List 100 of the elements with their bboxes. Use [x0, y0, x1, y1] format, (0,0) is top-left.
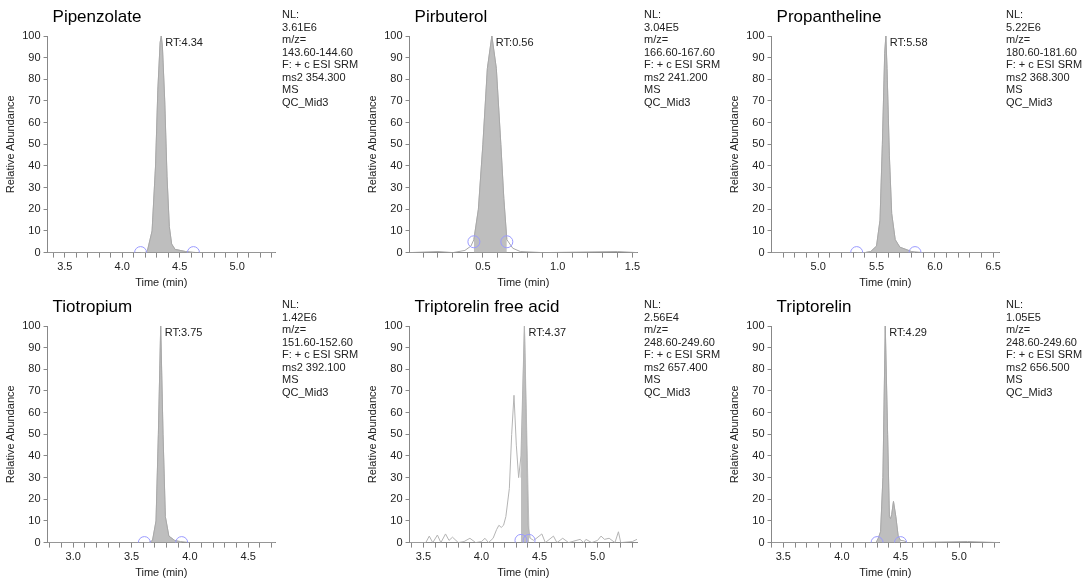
text: 248.60-249.60	[1006, 335, 1078, 348]
text: NL:	[282, 298, 301, 311]
y-tick-label: 0	[34, 535, 41, 548]
y-tick-label: 20	[752, 492, 765, 505]
y-tick-label: 50	[28, 427, 41, 440]
text: QC_Mid3	[282, 385, 330, 398]
text: m/z=	[644, 323, 670, 336]
y-tick-label: 70	[28, 384, 41, 397]
text: NL:	[1006, 298, 1025, 311]
text: m/z=	[644, 33, 670, 46]
text: m/z=	[282, 323, 308, 336]
annotation: RT:5.58	[889, 35, 928, 48]
y-tick-label: 10	[28, 223, 41, 236]
x-tick-label: 5.0	[229, 260, 245, 273]
y-tick-label: 40	[28, 158, 41, 171]
y-axis-title: Relative Abundance	[727, 95, 740, 194]
y-tick-label: 80	[390, 72, 403, 85]
x-axis-title: Time (min)	[135, 276, 188, 289]
annotation: RT:0.56	[495, 35, 534, 48]
text: 3.61E6	[282, 20, 318, 33]
y-tick-label: 70	[28, 94, 41, 107]
y-tick-label: 30	[390, 470, 403, 483]
y-tick-label: 50	[752, 137, 765, 150]
text: 151.60-152.60	[282, 335, 354, 348]
y-tick-label: 60	[390, 405, 403, 418]
y-tick-label: 60	[752, 115, 765, 128]
y-tick-label: 60	[752, 405, 765, 418]
y-tick-label: 60	[28, 405, 41, 418]
y-tick-label: 100	[384, 29, 403, 42]
y-tick-label: 10	[28, 513, 41, 526]
text: NL:	[282, 8, 301, 21]
y-tick-label: 0	[34, 245, 41, 258]
chart-title: Pirbuterol	[414, 7, 488, 26]
text: ms2 656.500	[1006, 360, 1071, 373]
x-tick-label: 0.5	[475, 260, 491, 273]
y-tick-label: 0	[396, 245, 403, 258]
x-tick-label: 5.0	[589, 550, 606, 563]
chart-title: Propantheline	[776, 7, 882, 26]
chart-title: Tiotropium	[52, 297, 133, 316]
y-axis-title: Relative Abundance	[365, 95, 378, 194]
text: 2.56E4	[644, 310, 680, 323]
text: NL:	[644, 8, 663, 21]
y-tick-label: 10	[390, 223, 403, 236]
y-tick-label: 90	[390, 340, 403, 353]
x-tick-label: 3.5	[57, 260, 73, 273]
y-tick-label: 60	[390, 115, 403, 128]
text: QC_Mid3	[282, 95, 330, 108]
y-tick-label: 0	[396, 535, 403, 548]
text: ms2 354.300	[282, 70, 347, 83]
y-tick-label: 30	[752, 180, 765, 193]
y-tick-label: 20	[390, 202, 403, 215]
text: MS	[644, 373, 662, 386]
y-axis-title: Relative Abundance	[727, 385, 740, 484]
text: 1.05E5	[1006, 310, 1042, 323]
y-tick-label: 80	[752, 362, 765, 375]
x-tick-label: 4.0	[834, 550, 850, 563]
x-axis-title: Time (min)	[859, 276, 912, 289]
x-tick-label: 4.5	[240, 550, 256, 563]
y-tick-label: 100	[22, 319, 41, 332]
annotation: RT:4.29	[889, 325, 927, 338]
y-tick-label: 80	[390, 362, 403, 375]
y-tick-label: 100	[746, 319, 765, 332]
text: 180.60-181.60	[1006, 45, 1078, 58]
x-tick-label: 4.5	[892, 550, 909, 563]
y-tick-label: 30	[390, 180, 403, 193]
y-tick-label: 50	[752, 427, 765, 440]
text: NL:	[1006, 8, 1025, 21]
text: ms2 657.400	[644, 360, 709, 373]
chart-title: Triptorelin	[776, 297, 852, 316]
x-tick-label: 4.5	[531, 550, 548, 563]
y-tick-label: 50	[390, 137, 403, 150]
text: 3.04E5	[644, 20, 680, 33]
text: QC_Mid3	[644, 385, 692, 398]
x-tick-label: 4.5	[172, 260, 188, 273]
y-tick-label: 20	[28, 202, 41, 215]
y-tick-label: 40	[752, 158, 765, 171]
text: F: + c ESI SRM	[282, 58, 359, 71]
x-axis-title: Time (min)	[859, 566, 912, 579]
y-tick-label: 30	[752, 470, 765, 483]
y-tick-label: 20	[752, 202, 765, 215]
text: F: + c ESI SRM	[1006, 58, 1083, 71]
text: 166.60-167.60	[644, 45, 716, 58]
y-tick-label: 100	[384, 319, 403, 332]
x-tick-label: 5.5	[868, 260, 885, 273]
text: 248.60-249.60	[644, 335, 716, 348]
y-tick-label: 10	[390, 513, 403, 526]
y-tick-label: 70	[752, 384, 765, 397]
y-tick-label: 40	[390, 448, 403, 461]
x-tick-label: 1.0	[550, 260, 566, 273]
y-tick-label: 90	[752, 340, 765, 353]
y-tick-label: 30	[28, 180, 41, 193]
y-tick-label: 10	[752, 513, 765, 526]
text: ms2 241.200	[644, 70, 709, 83]
y-tick-label: 40	[390, 158, 403, 171]
y-tick-label: 60	[28, 115, 41, 128]
x-axis-title: Time (min)	[135, 566, 188, 579]
text: 1.42E6	[282, 310, 318, 323]
text: F: + c ESI SRM	[282, 348, 359, 361]
y-tick-label: 30	[28, 470, 41, 483]
text: MS	[1006, 373, 1024, 386]
